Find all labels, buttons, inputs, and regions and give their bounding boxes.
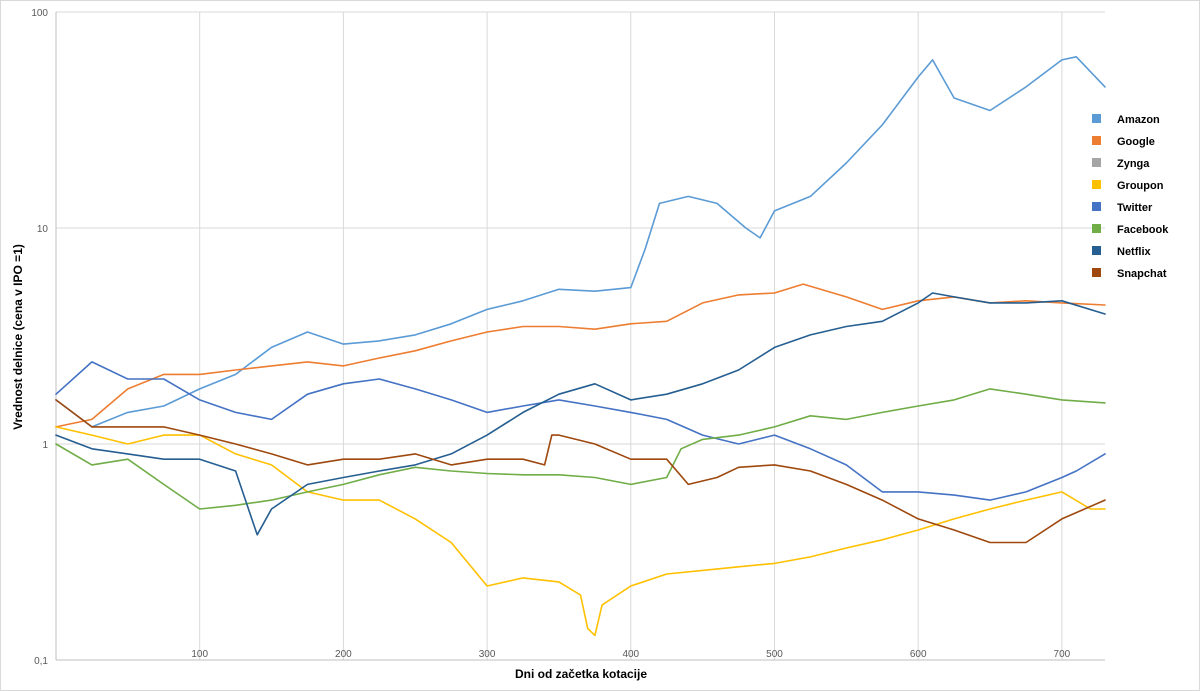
series-line-google xyxy=(55,283,1106,428)
y-tick-label: 1 xyxy=(42,440,48,451)
y-tick-label: 0,1 xyxy=(34,656,48,667)
y-tick-label: 100 xyxy=(31,8,48,19)
legend-swatch-facebook xyxy=(1092,224,1101,233)
x-tick-label: 400 xyxy=(622,649,639,660)
legend-swatch-amazon xyxy=(1092,114,1101,123)
legend-label-netflix: Netflix xyxy=(1117,246,1152,258)
series-line-facebook xyxy=(55,388,1106,510)
x-tick-label: 300 xyxy=(479,649,496,660)
legend-label-snapchat: Snapchat xyxy=(1117,268,1167,280)
legend-swatch-groupon xyxy=(1092,180,1101,189)
legend-label-google: Google xyxy=(1117,136,1155,148)
axes: 100 200 300 400 500 600 700 0,1 1 10 100 xyxy=(31,8,1105,667)
legend-swatch-netflix xyxy=(1092,246,1101,255)
legend-swatch-zynga xyxy=(1092,158,1101,167)
legend-swatch-snapchat xyxy=(1092,268,1101,277)
legend-label-zynga: Zynga xyxy=(1117,158,1150,170)
y-axis-title: Vrednost delnice (cena v IPO =1) xyxy=(11,244,25,430)
y-tick-label: 10 xyxy=(37,224,49,235)
x-tick-label: 700 xyxy=(1054,649,1071,660)
series-line-netflix xyxy=(55,292,1106,536)
legend-swatch-twitter xyxy=(1092,202,1101,211)
x-tick-label: 100 xyxy=(191,649,208,660)
series-line-snapchat xyxy=(55,399,1106,544)
legend-label-twitter: Twitter xyxy=(1117,202,1153,214)
x-tick-label: 600 xyxy=(910,649,927,660)
series-lines xyxy=(55,55,1106,637)
legend-swatch-google xyxy=(1092,136,1101,145)
series-line-amazon xyxy=(55,55,1106,428)
x-tick-label: 200 xyxy=(335,649,352,660)
legend-label-groupon: Groupon xyxy=(1117,180,1164,192)
x-axis-title: Dni od začetka kotacije xyxy=(515,667,647,681)
legend-label-amazon: Amazon xyxy=(1117,114,1160,126)
grid xyxy=(56,11,1105,661)
legend: Amazon Google Zynga Groupon Twitter Facebook N… xyxy=(1092,114,1169,280)
x-tick-label: 500 xyxy=(766,649,783,660)
series-line-twitter xyxy=(55,361,1106,501)
legend-label-facebook: Facebook xyxy=(1117,224,1169,236)
series-line-groupon xyxy=(55,426,1106,637)
